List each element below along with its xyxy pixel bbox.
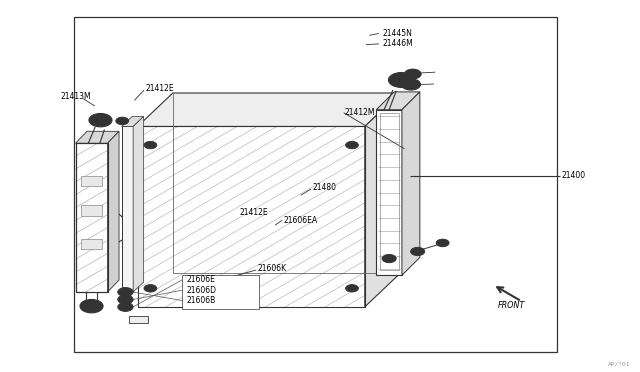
Polygon shape bbox=[76, 143, 108, 292]
Circle shape bbox=[404, 69, 421, 79]
Circle shape bbox=[85, 302, 98, 310]
Circle shape bbox=[406, 81, 416, 87]
Circle shape bbox=[388, 73, 414, 87]
Circle shape bbox=[89, 113, 112, 127]
Circle shape bbox=[436, 239, 449, 247]
Text: FRONT: FRONT bbox=[498, 301, 525, 310]
Circle shape bbox=[118, 302, 133, 311]
Polygon shape bbox=[122, 116, 143, 126]
Bar bbox=[74, 17, 557, 352]
Circle shape bbox=[116, 117, 129, 125]
Polygon shape bbox=[402, 92, 420, 275]
Polygon shape bbox=[133, 116, 143, 292]
Circle shape bbox=[394, 76, 409, 84]
Text: 21412E: 21412E bbox=[240, 208, 269, 217]
Text: 21412M: 21412M bbox=[345, 108, 376, 117]
Polygon shape bbox=[122, 126, 133, 292]
Circle shape bbox=[144, 285, 157, 292]
Text: 21446M: 21446M bbox=[382, 39, 413, 48]
Circle shape bbox=[80, 299, 103, 313]
Circle shape bbox=[144, 141, 157, 149]
Text: 21606B: 21606B bbox=[186, 296, 216, 305]
Circle shape bbox=[408, 71, 417, 77]
Circle shape bbox=[118, 288, 133, 296]
Circle shape bbox=[346, 285, 358, 292]
Text: 21412E: 21412E bbox=[146, 84, 175, 93]
Text: AP/*01: AP/*01 bbox=[608, 362, 630, 366]
Text: 21606EA: 21606EA bbox=[284, 216, 317, 225]
Bar bbox=[380, 113, 399, 270]
Polygon shape bbox=[76, 131, 119, 143]
FancyArrowPatch shape bbox=[113, 210, 129, 244]
Text: 21400: 21400 bbox=[562, 171, 586, 180]
Circle shape bbox=[346, 141, 358, 149]
Bar bbox=[81, 205, 102, 216]
Text: 21606D: 21606D bbox=[186, 286, 216, 295]
Circle shape bbox=[386, 257, 392, 260]
Text: 21480: 21480 bbox=[312, 183, 337, 192]
Circle shape bbox=[401, 79, 420, 90]
Circle shape bbox=[122, 290, 129, 294]
Polygon shape bbox=[376, 92, 420, 110]
Circle shape bbox=[122, 297, 129, 302]
Bar bbox=[182, 275, 259, 309]
Polygon shape bbox=[365, 93, 400, 307]
Text: 21413M: 21413M bbox=[61, 92, 92, 101]
Polygon shape bbox=[138, 93, 400, 126]
Circle shape bbox=[118, 295, 133, 304]
Circle shape bbox=[122, 305, 129, 309]
Bar bbox=[129, 316, 148, 323]
Polygon shape bbox=[376, 110, 402, 275]
Circle shape bbox=[382, 254, 396, 263]
Text: 21445N: 21445N bbox=[382, 29, 412, 38]
Bar bbox=[81, 176, 102, 186]
Text: 21606K: 21606K bbox=[258, 264, 287, 273]
Text: 21606E: 21606E bbox=[186, 275, 215, 284]
Polygon shape bbox=[108, 131, 119, 292]
Circle shape bbox=[411, 247, 425, 256]
Bar bbox=[81, 239, 102, 249]
Circle shape bbox=[94, 116, 107, 124]
Polygon shape bbox=[138, 126, 365, 307]
